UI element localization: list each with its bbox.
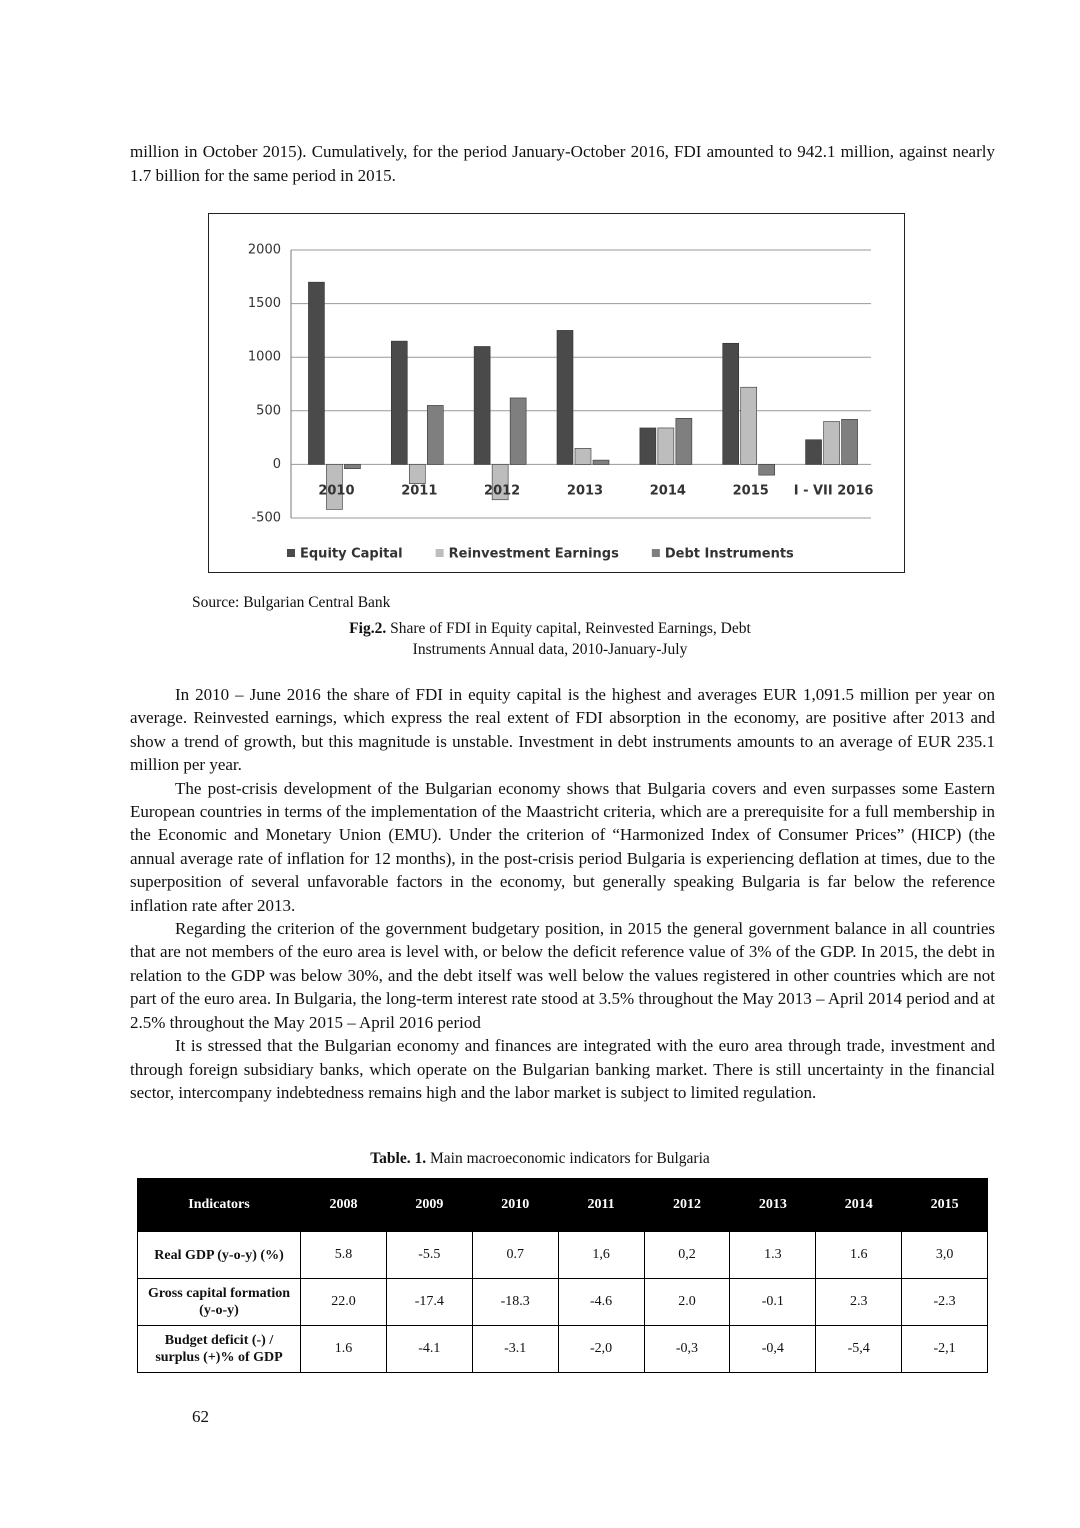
legend-swatch — [435, 549, 444, 557]
bar — [657, 427, 675, 465]
cell: Gross capital formation (y-o-y) — [137, 1278, 301, 1326]
header-cell: 2012 — [643, 1178, 731, 1232]
cell: 0,2 — [643, 1231, 731, 1279]
header-cell: 2013 — [729, 1178, 817, 1232]
y-tick-label: 2000 — [248, 243, 281, 258]
chart: -500 0 500 1000 1500 2000 2010 2011 2012 2013 2014… — [208, 213, 905, 573]
y-tick-label: 0 — [273, 457, 281, 472]
header-cell: 2014 — [815, 1178, 903, 1232]
caption: Fig.2. Share of FDI in Equity capital, R… — [330, 618, 770, 660]
bar — [592, 459, 610, 465]
cell: Budget deficit (-) / surplus (+)% of GDP — [137, 1325, 301, 1373]
cell: 3,0 — [901, 1231, 988, 1279]
cell: -2,0 — [557, 1325, 645, 1373]
legend-label: Equity Capital — [300, 547, 403, 562]
bar — [758, 464, 776, 476]
paragraph: The post-crisis development of the Bulga… — [130, 778, 995, 915]
cell: 2.3 — [815, 1278, 903, 1326]
cell: 2.0 — [643, 1278, 731, 1326]
bar — [344, 464, 361, 469]
caption-label: Fig.2. — [349, 620, 387, 637]
bar — [491, 464, 509, 501]
x-tick-label: 2012 — [484, 484, 520, 499]
cell: 0.7 — [471, 1231, 559, 1279]
x-tick-label: 2014 — [650, 484, 686, 499]
bar — [722, 342, 740, 465]
cell: 1.6 — [300, 1325, 387, 1373]
y-tick-label: 500 — [256, 403, 281, 418]
bar — [426, 405, 444, 465]
legend-label: Reinvestment Earnings — [449, 547, 619, 562]
legend-swatch — [651, 549, 660, 557]
cell: -2,1 — [901, 1325, 988, 1373]
cell: Real GDP (y-o-y) (%) — [137, 1231, 301, 1279]
bar — [390, 340, 408, 465]
table-row: Gross capital formation (y-o-y) 22.0 -17.4… — [137, 1278, 988, 1326]
y-tick-label: 1000 — [248, 350, 281, 365]
cell: -5.5 — [385, 1231, 473, 1279]
bar — [639, 427, 657, 465]
table-caption: Main macroeconomic indicators for Bulgar… — [429, 1150, 710, 1167]
intro: million in October 2015). Cumulatively, … — [130, 142, 995, 185]
y-tick-label: -500 — [251, 511, 281, 526]
x-tick-label: 2010 — [318, 484, 354, 499]
cell: 5.8 — [300, 1231, 387, 1279]
source: Source: Bulgarian Central Bank — [192, 594, 391, 611]
table-row: Budget deficit (-) / surplus (+)% of GDP… — [137, 1325, 988, 1373]
cell: 1.6 — [815, 1231, 903, 1279]
body-text: In 2010 – June 2016 the share of FDI in … — [130, 683, 995, 1104]
legend-label: Debt Instruments — [665, 547, 794, 562]
bar — [805, 439, 822, 465]
bar — [740, 386, 758, 465]
cell: -4.1 — [385, 1325, 473, 1373]
header-cell: Indicators — [137, 1178, 301, 1232]
header-cell: 2010 — [471, 1178, 559, 1232]
cell: -2.3 — [901, 1278, 988, 1326]
bar — [473, 346, 491, 465]
x-tick-label: 2011 — [401, 484, 437, 499]
table-row: Real GDP (y-o-y) (%) 5.8 -5.5 0.7 1,6 0,2 1.3 1… — [137, 1231, 988, 1279]
paragraph: Regarding the criterion of the governmen… — [130, 919, 995, 1032]
x-tick-label: 2013 — [567, 484, 603, 499]
bar — [574, 448, 592, 465]
y-tick-label: 1500 — [248, 296, 281, 311]
cell: -18.3 — [471, 1278, 559, 1326]
bar — [308, 281, 325, 465]
cell: -0.1 — [729, 1278, 817, 1326]
bar — [408, 464, 426, 484]
cell: -4.6 — [557, 1278, 645, 1326]
cell: 1.3 — [729, 1231, 817, 1279]
header-cell: 2015 — [901, 1178, 988, 1232]
bar — [556, 330, 574, 465]
x-tick-label: I - VII 2016 — [794, 484, 874, 499]
paragraph: It is stressed that the Bulgarian econom… — [130, 1036, 995, 1102]
legend-swatch — [287, 549, 295, 557]
header-cell: 2008 — [300, 1178, 387, 1232]
bar — [823, 421, 840, 465]
x-tick-label: 2015 — [733, 484, 769, 499]
table-label: Table. 1. — [370, 1150, 427, 1167]
page-number: 62 — [192, 1407, 209, 1426]
header-cell: 2011 — [557, 1178, 645, 1232]
cell: 1,6 — [557, 1231, 645, 1279]
cell: -5,4 — [815, 1325, 903, 1373]
cell: -0,3 — [643, 1325, 731, 1373]
bar — [841, 419, 858, 465]
paragraph: In 2010 – June 2016 the share of FDI in … — [130, 685, 995, 775]
cell: -17.4 — [385, 1278, 473, 1326]
caption-text: Share of FDI in Equity capital, Reinvest… — [390, 620, 751, 658]
bar — [675, 418, 693, 465]
cell: -0,4 — [729, 1325, 817, 1373]
header-cell: 2009 — [385, 1178, 473, 1232]
table-title: Table. 1. Main macroeconomic indicators … — [0, 1150, 1080, 1168]
cell: -3.1 — [471, 1325, 559, 1373]
bar — [326, 464, 343, 510]
cell: 22.0 — [300, 1278, 387, 1326]
table: Indicators 2008 2009 2010 2011 2012 2013 2014 20… — [137, 1178, 988, 1373]
bar — [509, 397, 527, 465]
